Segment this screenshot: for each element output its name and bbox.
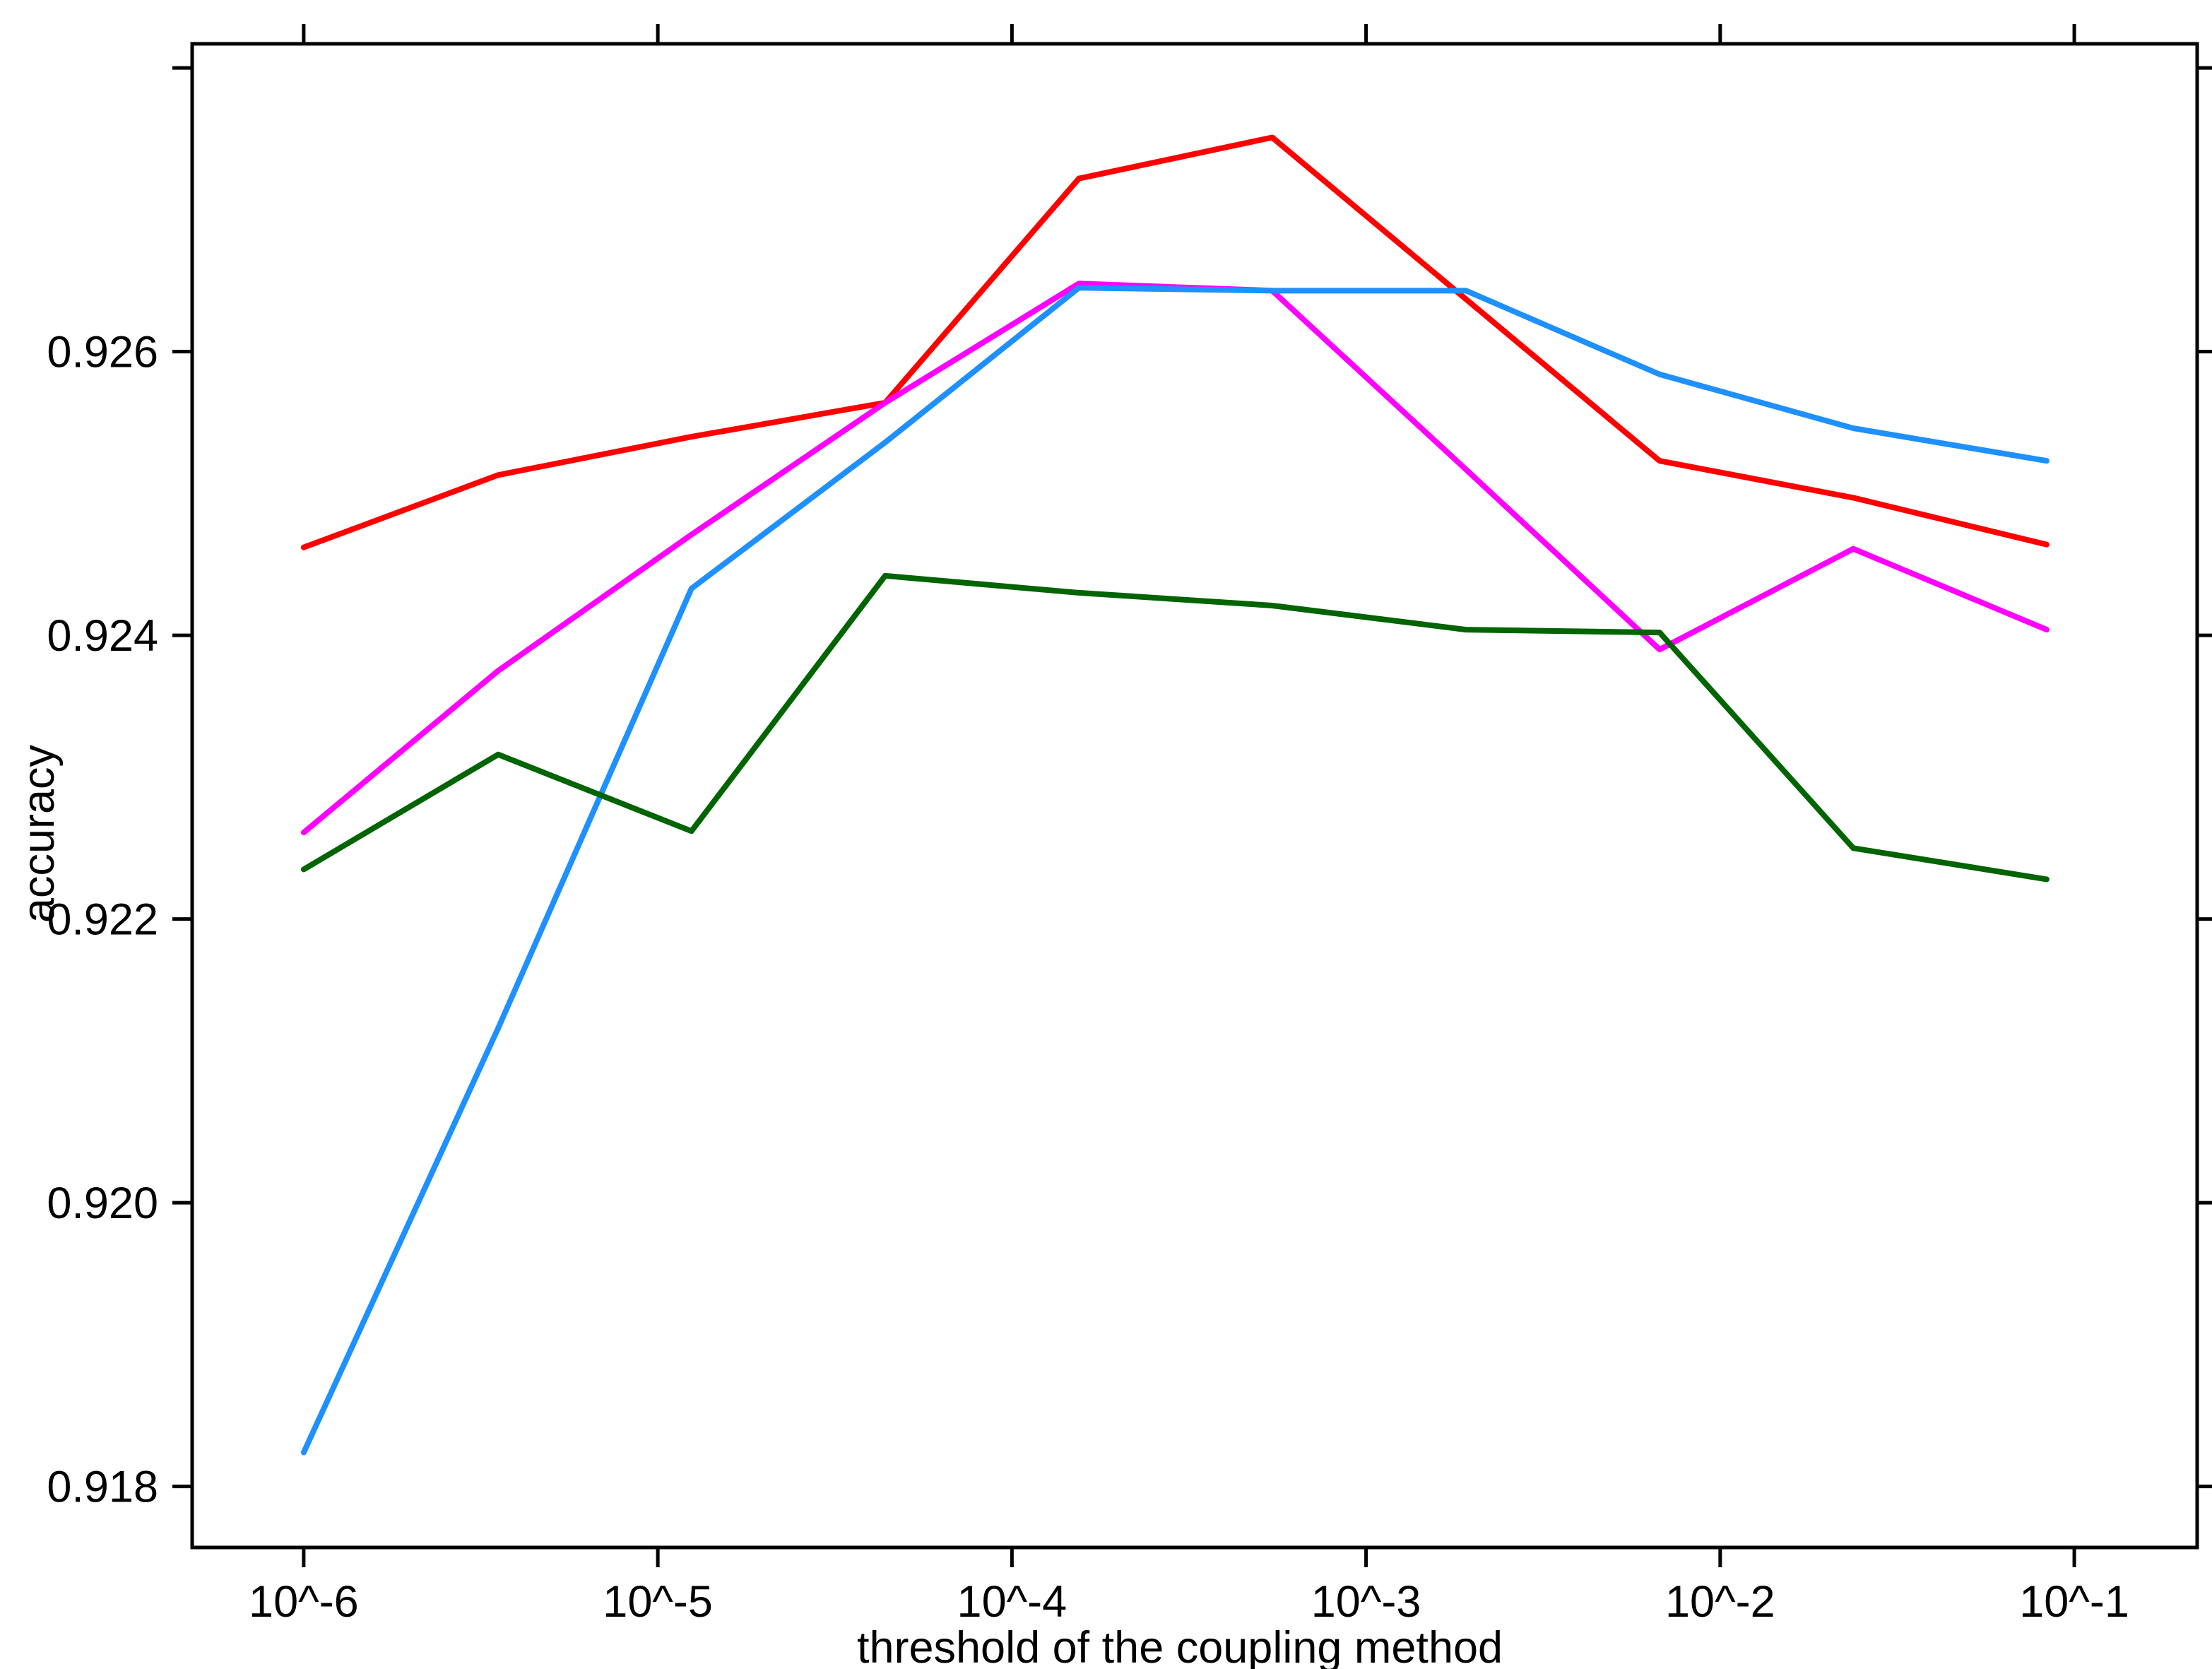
y-axis-title: accuracy	[14, 744, 64, 924]
x-axis-tick-label: 10^-2	[1665, 1577, 1775, 1627]
y-axis-tick-label: 0.926	[47, 328, 158, 377]
red-line	[300, 134, 2050, 550]
x-axis-tick-label: 10^-4	[957, 1577, 1067, 1627]
magenta-line	[300, 281, 2050, 836]
y-axis-tick-label: 0.924	[47, 611, 158, 661]
x-axis-tick-label: 10^-6	[249, 1577, 359, 1627]
darkgreen-line	[300, 572, 2050, 883]
x-axis-title: threshold of the coupling method	[856, 1623, 1503, 1669]
plot-border	[190, 42, 2199, 1550]
y-axis-tick-label: 0.920	[47, 1179, 158, 1228]
y-axis-tick-label: 0.922	[47, 895, 158, 945]
x-axis-tick-label: 10^-1	[2019, 1577, 2129, 1627]
x-axis-tick-label: 10^-3	[1311, 1577, 1421, 1627]
blue-line	[300, 285, 2050, 1456]
y-axis-tick-label: 0.918	[47, 1463, 158, 1512]
x-axis-tick-label: 10^-5	[603, 1577, 713, 1627]
